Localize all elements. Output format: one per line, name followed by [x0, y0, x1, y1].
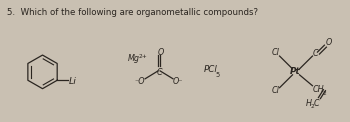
Text: Mg: Mg [128, 54, 140, 63]
Text: C: C [313, 49, 318, 58]
Text: H: H [306, 99, 312, 108]
Text: 2+: 2+ [138, 54, 147, 59]
Text: Pt: Pt [290, 67, 301, 76]
Text: CH: CH [313, 85, 324, 94]
Text: O: O [326, 38, 332, 47]
Text: O⁻: O⁻ [173, 77, 183, 86]
Text: O: O [158, 48, 164, 57]
Text: 2: 2 [310, 105, 314, 110]
Text: Cl: Cl [272, 86, 280, 95]
Text: 2: 2 [322, 91, 326, 96]
Text: 5: 5 [216, 72, 220, 78]
Text: C: C [157, 68, 163, 77]
Text: 5.  Which of the following are organometallic compounds?: 5. Which of the following are organometa… [7, 8, 258, 17]
Text: Li: Li [69, 77, 77, 86]
Text: Cl: Cl [272, 48, 280, 57]
Text: ⁻O: ⁻O [134, 77, 145, 86]
Text: C: C [314, 99, 319, 108]
Text: PCl: PCl [204, 65, 218, 74]
